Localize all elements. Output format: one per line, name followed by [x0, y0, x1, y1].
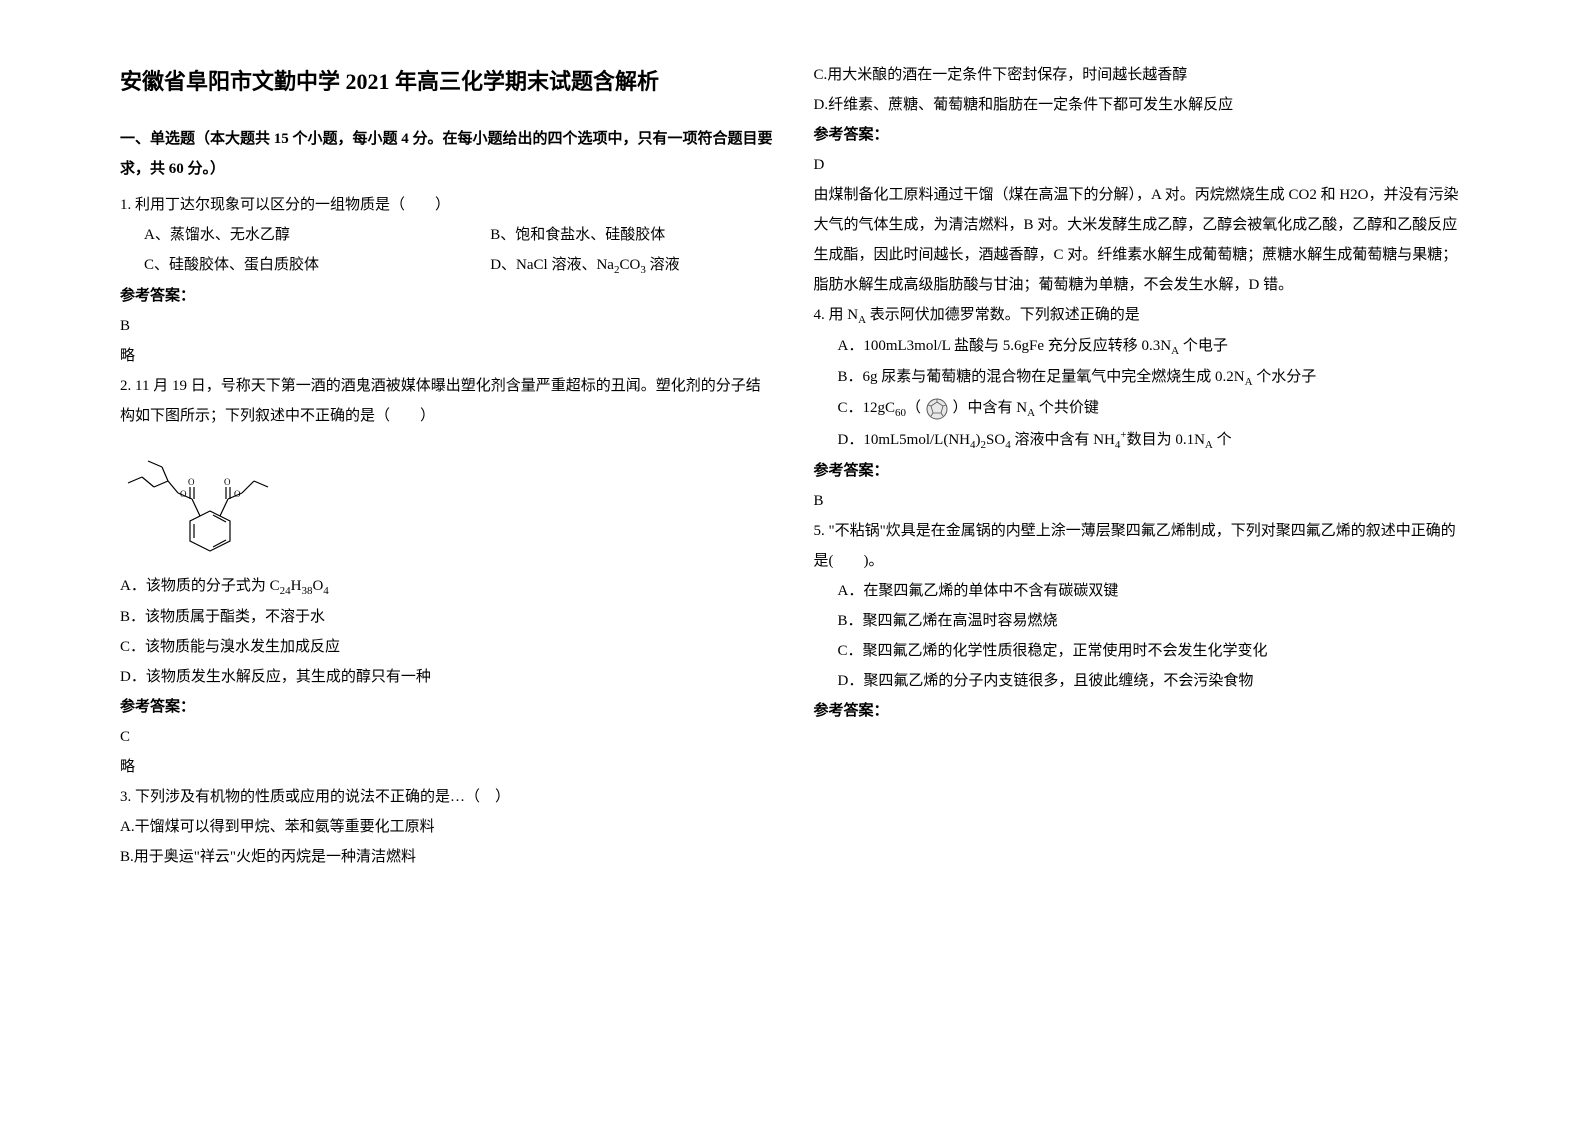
q4-anslabel: 参考答案： — [814, 456, 1468, 486]
left-column: 安徽省阜阳市文勤中学 2021 年高三化学期末试题含解析 一、单选题（本大题共 … — [100, 60, 794, 1082]
svg-text:O: O — [180, 489, 187, 499]
q1-options: A、蒸馏水、无水乙醇 B、饱和食盐水、硅酸胶体 C、硅酸胶体、蛋白质胶体 D、N… — [120, 220, 774, 281]
q5-optD: D．聚四氟乙烯的分子内支链很多，且彼此缠绕，不会污染食物 — [814, 666, 1468, 696]
q4-optC-sub: A — [1027, 407, 1035, 419]
q1-optA: A、蒸馏水、无水乙醇 — [144, 220, 490, 250]
q4-stem-sub: A — [858, 314, 866, 326]
q1-optD: D、NaCl 溶液、Na2CO3 溶液 — [490, 250, 773, 281]
q3-anslabel: 参考答案： — [814, 120, 1468, 150]
q4-optA-sub: A — [1171, 345, 1179, 357]
q4-optB-post: 个水分子 — [1253, 369, 1317, 385]
svg-text:O: O — [188, 477, 195, 487]
q4-optC-mid: （ — [906, 400, 921, 416]
q3-ans: D — [814, 150, 1468, 180]
q3-optC: C.用大米酿的酒在一定条件下密封保存，时间越长越香醇 — [814, 60, 1468, 90]
q3-expl: 由煤制备化工原料通过干馏（煤在高温下的分解），A 对。丙烷燃烧生成 CO2 和 … — [814, 180, 1468, 300]
q4-optC: C．12gC60（ ）中含有 NA 个共价键 — [814, 393, 1468, 424]
q1-optD-post: 溶液 — [646, 257, 680, 273]
right-column: C.用大米酿的酒在一定条件下密封保存，时间越长越香醇 D.纤维素、蔗糖、葡萄糖和… — [794, 60, 1488, 1082]
q4-stem-post: 表示阿伏加德罗常数。下列叙述正确的是 — [866, 307, 1140, 323]
q4-optB-pre: B．6g 尿素与葡萄糖的混合物在足量氧气中完全燃烧生成 0.2N — [838, 369, 1245, 385]
q1-anslabel: 参考答案： — [120, 281, 774, 311]
section-header: 一、单选题（本大题共 15 个小题，每小题 4 分。在每小题给出的四个选项中，只… — [120, 124, 774, 184]
q1-stem: 1. 利用丁达尔现象可以区分的一组物质是（ ） — [120, 190, 774, 220]
q4-optA-pre: A．100mL3mol/L 盐酸与 5.6gFe 充分反应转移 0.3N — [838, 338, 1172, 354]
q4-optC-pre: C．12gC — [838, 400, 896, 416]
c60-icon — [925, 397, 949, 421]
q4-optC-after: ）中含有 N — [953, 400, 1028, 416]
q1-optD-pre: D、NaCl 溶液、Na — [490, 257, 614, 273]
q4-optC-s1: 60 — [895, 407, 906, 419]
svg-text:O: O — [224, 477, 231, 487]
q2-structure-icon: O O O O — [120, 441, 280, 561]
q2-optD: D．该物质发生水解反应，其生成的醇只有一种 — [120, 662, 774, 692]
q4-optD: D．10mL5mol/L(NH4)2SO4 溶液中含有 NH4+数目为 0.1N… — [814, 424, 1468, 456]
q4-optD-m4: 数目为 0.1N — [1127, 432, 1205, 448]
q4-optD-m3: 溶液中含有 NH — [1011, 432, 1115, 448]
q4-optD-post: 个 — [1213, 432, 1232, 448]
q3-optD: D.纤维素、蔗糖、葡萄糖和脂肪在一定条件下都可发生水解反应 — [814, 90, 1468, 120]
q1-optC: C、硅酸胶体、蛋白质胶体 — [144, 250, 490, 281]
q2-optB: B．该物质属于酯类，不溶于水 — [120, 602, 774, 632]
q4-stem-pre: 4. 用 N — [814, 307, 859, 323]
q2-optA-s1: 24 — [280, 585, 291, 597]
q4-stem: 4. 用 NA 表示阿伏加德罗常数。下列叙述正确的是 — [814, 300, 1468, 331]
q1-optD-mid: CO — [619, 257, 640, 273]
q4-optD-m2: SO — [986, 432, 1005, 448]
q2-optA: A．该物质的分子式为 C24H38O4 — [120, 571, 774, 602]
q4-optA-post: 个电子 — [1179, 338, 1228, 354]
q5-optA: A．在聚四氟乙烯的单体中不含有碳碳双键 — [814, 576, 1468, 606]
q2-optA-m2: O — [312, 578, 323, 594]
exam-page: 安徽省阜阳市文勤中学 2021 年高三化学期末试题含解析 一、单选题（本大题共 … — [0, 0, 1587, 1122]
q1-optB: B、饱和食盐水、硅酸胶体 — [490, 220, 773, 250]
q2-anslabel: 参考答案： — [120, 692, 774, 722]
q4-optD-pre: D．10mL5mol/L(NH — [838, 432, 971, 448]
q5-optB: B．聚四氟乙烯在高温时容易燃烧 — [814, 606, 1468, 636]
q4-optB-sub: A — [1245, 376, 1253, 388]
q5-anslabel: 参考答案： — [814, 696, 1468, 726]
q2-optA-pre: A．该物质的分子式为 C — [120, 578, 280, 594]
q1-note: 略 — [120, 341, 774, 371]
q3-optB: B.用于奥运"祥云"火炬的丙烷是一种清洁燃料 — [120, 842, 774, 872]
exam-title: 安徽省阜阳市文勤中学 2021 年高三化学期末试题含解析 — [120, 60, 774, 104]
q4-ans: B — [814, 486, 1468, 516]
q2-optA-s3: 4 — [323, 585, 329, 597]
q5-stem: 5. "不粘锅"炊具是在金属锅的内壁上涂一薄层聚四氟乙烯制成，下列对聚四氟乙烯的… — [814, 516, 1468, 576]
q5-optC: C．聚四氟乙烯的化学性质很稳定，正常使用时不会发生化学变化 — [814, 636, 1468, 666]
q4-optB: B．6g 尿素与葡萄糖的混合物在足量氧气中完全燃烧生成 0.2NA 个水分子 — [814, 362, 1468, 393]
q4-optA: A．100mL3mol/L 盐酸与 5.6gFe 充分反应转移 0.3NA 个电… — [814, 331, 1468, 362]
q2-optA-m1: H — [291, 578, 302, 594]
q1-ans: B — [120, 311, 774, 341]
svg-text:O: O — [234, 489, 241, 499]
q2-note: 略 — [120, 752, 774, 782]
q3-optA: A.干馏煤可以得到甲烷、苯和氨等重要化工原料 — [120, 812, 774, 842]
q4-optC-post: 个共价键 — [1035, 400, 1099, 416]
q2-stem: 2. 11 月 19 日，号称天下第一酒的酒鬼酒被媒体曝出塑化剂含量严重超标的丑… — [120, 371, 774, 431]
q3-stem: 3. 下列涉及有机物的性质或应用的说法不正确的是…（ ） — [120, 782, 774, 812]
q2-optA-s2: 38 — [301, 585, 312, 597]
q4-optD-s5: A — [1205, 439, 1213, 451]
q2-ans: C — [120, 722, 774, 752]
q2-optC: C．该物质能与溴水发生加成反应 — [120, 632, 774, 662]
